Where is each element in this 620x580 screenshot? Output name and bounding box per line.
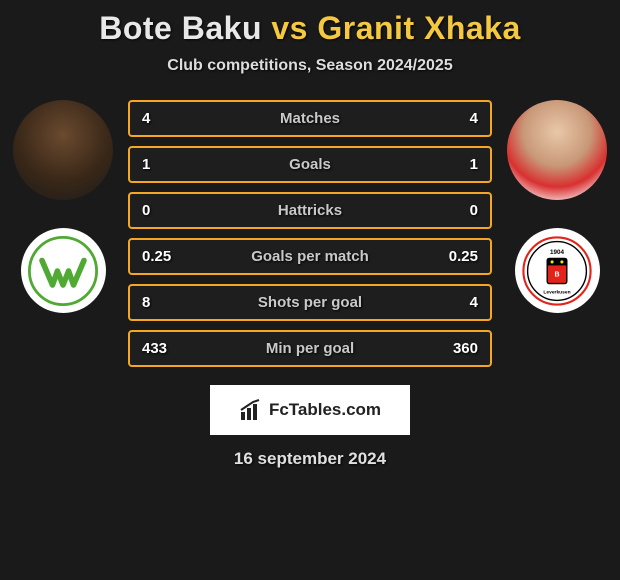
stat-label: Matches	[130, 110, 490, 127]
stat-value-left: 433	[142, 340, 182, 357]
svg-text:Leverkusen: Leverkusen	[543, 289, 570, 295]
branding-box: FcTables.com	[210, 385, 410, 435]
stat-value-left: 0	[142, 202, 182, 219]
player1-club-logo	[21, 228, 106, 313]
stat-value-right: 0.25	[438, 248, 478, 265]
title-vs: vs	[271, 10, 308, 46]
stat-row: 8 Shots per goal 4	[128, 284, 492, 321]
stat-value-right: 0	[438, 202, 478, 219]
stat-value-right: 4	[438, 110, 478, 127]
subtitle: Club competitions, Season 2024/2025	[0, 57, 620, 75]
stat-value-right: 1	[438, 156, 478, 173]
stats-column: 4 Matches 4 1 Goals 1 0 Hattricks 0 0.25…	[118, 100, 502, 367]
title-player2: Granit Xhaka	[317, 10, 520, 46]
title-player1: Bote Baku	[99, 10, 262, 46]
stat-row: 1 Goals 1	[128, 146, 492, 183]
stat-value-left: 1	[142, 156, 182, 173]
stat-row: 0 Hattricks 0	[128, 192, 492, 229]
left-side	[8, 100, 118, 313]
right-side: 1904 B Leverkusen	[502, 100, 612, 313]
svg-text:B: B	[554, 271, 559, 278]
date-text: 16 september 2024	[0, 449, 620, 469]
stat-label: Min per goal	[130, 340, 490, 357]
stat-value-right: 4	[438, 294, 478, 311]
fctables-icon	[239, 398, 263, 422]
stat-value-left: 4	[142, 110, 182, 127]
branding-text: FcTables.com	[269, 400, 381, 420]
player2-avatar	[507, 100, 607, 200]
stat-value-right: 360	[438, 340, 478, 357]
main-row: 4 Matches 4 1 Goals 1 0 Hattricks 0 0.25…	[0, 100, 620, 367]
stat-row: 433 Min per goal 360	[128, 330, 492, 367]
stat-label: Goals per match	[130, 248, 490, 265]
page-title: Bote Baku vs Granit Xhaka	[0, 10, 620, 47]
stat-row: 0.25 Goals per match 0.25	[128, 238, 492, 275]
stat-label: Shots per goal	[130, 294, 490, 311]
stat-row: 4 Matches 4	[128, 100, 492, 137]
stat-label: Goals	[130, 156, 490, 173]
stat-value-left: 8	[142, 294, 182, 311]
svg-text:1904: 1904	[550, 249, 565, 256]
comparison-card: Bote Baku vs Granit Xhaka Club competiti…	[0, 0, 620, 469]
player1-avatar	[13, 100, 113, 200]
player2-club-logo: 1904 B Leverkusen	[515, 228, 600, 313]
stat-label: Hattricks	[130, 202, 490, 219]
stat-value-left: 0.25	[142, 248, 182, 265]
